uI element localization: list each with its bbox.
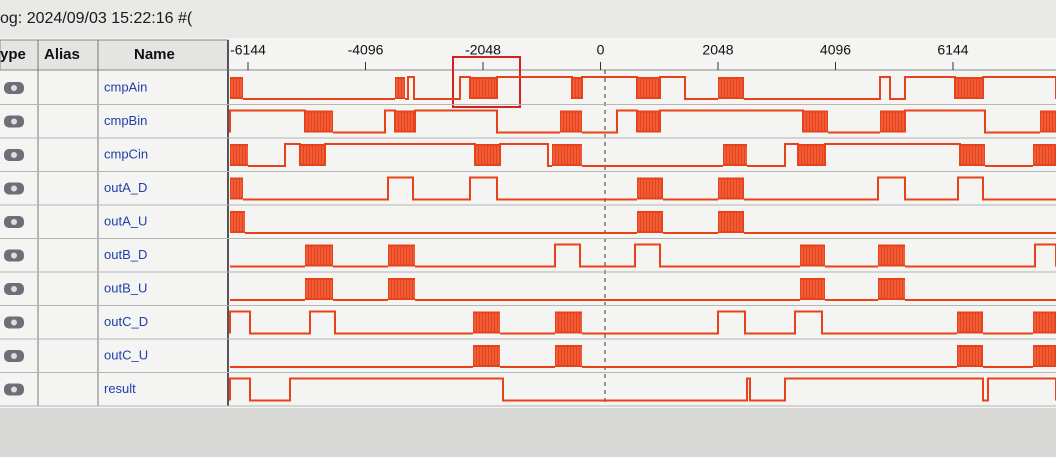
panel [0,38,1056,408]
type-icon-dot [11,252,17,259]
burst [718,177,744,200]
signal-name: outC_D [104,314,148,329]
selection-box [452,56,521,108]
signal-name: outB_U [104,280,147,295]
waveform [229,377,1056,402]
type-icon-dot [11,386,17,393]
type-icon-dot [11,353,17,359]
column-name: Name [134,46,175,63]
burst [960,144,985,166]
type-icon-dot [11,219,17,225]
time-tick-label: 0 [597,42,605,58]
burst [803,110,828,133]
type-icon-dot [11,286,17,292]
burst [723,144,747,166]
type-icon-dot [11,85,17,91]
signal-name: outA_D [104,180,147,195]
time-tick-label: -6144 [230,42,266,58]
burst [475,144,500,166]
burst [230,77,243,99]
burst [957,311,983,334]
burst [230,177,243,200]
burst [637,211,663,233]
column-header [0,39,229,71]
burst [957,345,983,367]
time-tick-label: 4096 [820,42,851,58]
column-type: ype [0,46,26,63]
burst [1033,311,1056,334]
burst [880,110,905,133]
burst [552,144,582,166]
burst [718,77,744,99]
title-bar [0,0,1056,38]
waveform [243,176,1056,201]
burst [1033,345,1056,367]
burst [800,244,825,267]
burst [230,144,248,166]
type-icon-dot [11,152,17,158]
signal-name: outB_D [104,247,147,262]
burst [718,211,744,233]
signal-name: cmpBin [104,113,147,128]
burst [637,110,660,133]
time-tick-label: 6144 [937,42,968,58]
time-tick-label: -2048 [465,42,501,58]
type-icon-dot [11,185,17,192]
burst [637,77,660,99]
waveform [230,243,1056,268]
type-icon-dot [11,319,17,326]
burst [800,278,825,300]
log-title: og: 2024/09/03 15:22:16 #( [0,10,193,27]
burst [300,144,325,166]
column-alias: Alias [44,46,80,63]
waveform [243,76,1056,100]
type-icon-dot [11,118,17,125]
signal-name: cmpCin [104,146,148,161]
time-tick-label: -4096 [348,42,384,58]
signal-name: outC_U [104,347,148,362]
time-tick-label: 2048 [702,42,733,58]
signal-name: outA_U [104,213,147,228]
signal-name: cmpAin [104,79,147,94]
signal-name: result [104,381,136,396]
burst [637,177,663,200]
burst [1033,144,1056,166]
